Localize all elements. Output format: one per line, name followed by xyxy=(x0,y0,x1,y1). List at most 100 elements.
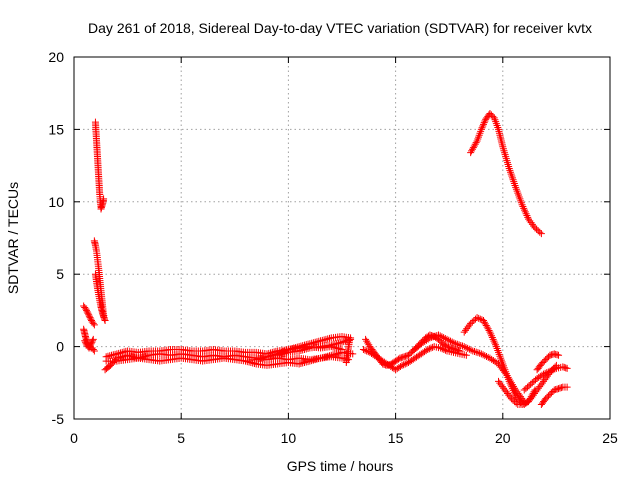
data-point xyxy=(520,401,528,409)
data-point xyxy=(81,304,89,312)
data-point xyxy=(479,122,487,130)
data-point xyxy=(511,390,519,398)
data-point xyxy=(457,341,465,349)
data-point xyxy=(426,334,434,342)
data-point xyxy=(403,359,411,367)
data-point xyxy=(537,230,545,238)
data-point xyxy=(468,318,476,326)
data-point xyxy=(522,385,530,393)
data-point xyxy=(458,342,466,350)
x-tick-label: 10 xyxy=(281,430,297,446)
gridlines xyxy=(74,57,610,419)
data-point xyxy=(483,352,491,360)
data-point xyxy=(443,335,451,343)
data-point xyxy=(508,383,516,391)
data-point xyxy=(441,346,449,354)
y-tick-label: 0 xyxy=(56,339,64,355)
data-point xyxy=(530,222,538,230)
data-point xyxy=(467,346,475,354)
data-point xyxy=(518,201,526,209)
data-point xyxy=(362,335,370,343)
data-point xyxy=(546,367,554,375)
data-point xyxy=(440,334,448,342)
data-point xyxy=(89,335,97,343)
data-point xyxy=(563,364,571,372)
data-point xyxy=(86,341,94,349)
data-point xyxy=(89,345,97,353)
data-point xyxy=(398,361,406,369)
data-point xyxy=(540,370,548,378)
data-point xyxy=(338,338,346,346)
data-point xyxy=(492,341,500,349)
data-point xyxy=(528,379,536,387)
data-point xyxy=(505,377,513,385)
data-point xyxy=(462,351,470,359)
data-point xyxy=(85,344,93,352)
data-point xyxy=(462,343,470,351)
data-point xyxy=(428,333,436,341)
data-point xyxy=(508,174,516,182)
data-point xyxy=(539,359,547,367)
data-point xyxy=(400,361,408,369)
data-point xyxy=(507,395,515,403)
data-point xyxy=(549,366,557,374)
data-point xyxy=(536,228,544,236)
data-point xyxy=(523,398,531,406)
data-point xyxy=(476,349,484,357)
data-point xyxy=(543,354,551,362)
data-point xyxy=(448,338,456,346)
data-point xyxy=(99,311,107,319)
data-point xyxy=(486,109,494,117)
data-point xyxy=(509,176,517,184)
data-point xyxy=(523,212,531,220)
data-point xyxy=(87,340,95,348)
x-tick-label: 15 xyxy=(388,430,404,446)
data-point xyxy=(541,369,549,377)
data-point xyxy=(480,120,488,128)
data-point xyxy=(542,395,550,403)
data-point xyxy=(474,349,482,357)
data-point xyxy=(436,332,444,340)
data-point xyxy=(478,124,486,132)
data-point xyxy=(551,365,559,373)
data-point xyxy=(465,345,473,353)
data-point xyxy=(511,398,519,406)
data-point xyxy=(406,350,414,358)
data-point xyxy=(347,335,355,343)
data-point xyxy=(522,210,530,218)
data-point xyxy=(546,390,554,398)
data-point xyxy=(472,348,480,356)
data-point xyxy=(364,348,372,356)
data-point xyxy=(521,208,529,216)
data-point xyxy=(89,319,97,327)
data-point xyxy=(563,383,571,391)
data-point xyxy=(437,344,445,352)
data-point xyxy=(507,168,515,176)
data-point xyxy=(509,396,517,404)
data-point xyxy=(90,321,98,329)
data-point xyxy=(452,340,460,348)
data-point xyxy=(481,352,489,360)
data-point xyxy=(464,344,472,352)
data-point xyxy=(467,319,475,327)
data-point xyxy=(519,203,527,211)
data-point xyxy=(86,314,94,322)
data-point xyxy=(477,350,485,358)
data-point xyxy=(100,195,108,203)
data-point xyxy=(441,334,449,342)
data-point xyxy=(538,371,546,379)
data-point xyxy=(488,334,496,342)
data-point xyxy=(404,351,412,359)
data-point xyxy=(101,315,109,323)
data-point xyxy=(509,386,517,394)
data-point xyxy=(363,337,371,345)
data-point xyxy=(542,356,550,364)
data-point xyxy=(520,204,528,212)
data-point xyxy=(99,312,107,320)
data-point xyxy=(101,317,109,325)
data-point xyxy=(530,377,538,385)
data-point xyxy=(85,312,93,320)
data-point xyxy=(85,311,93,319)
data-point xyxy=(340,338,348,346)
data-point xyxy=(506,393,514,401)
